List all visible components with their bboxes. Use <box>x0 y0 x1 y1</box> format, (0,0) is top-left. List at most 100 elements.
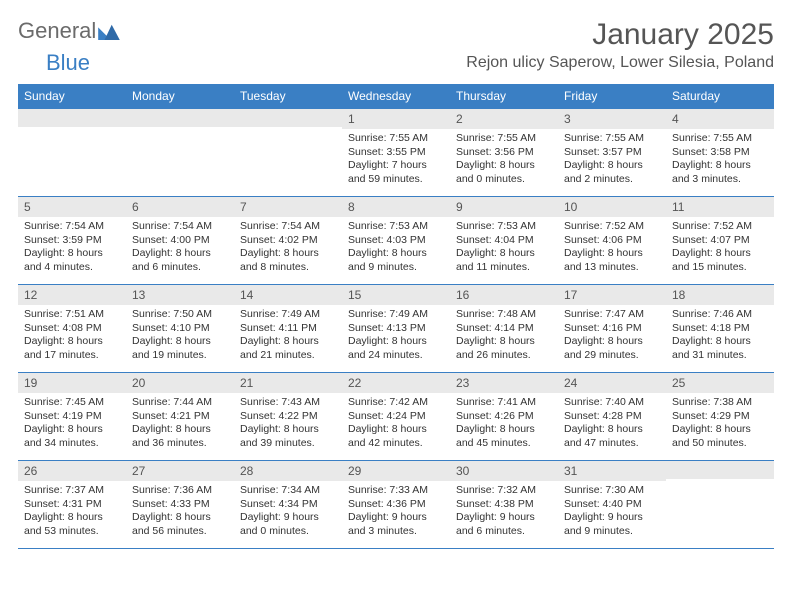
calendar-day-cell: 7Sunrise: 7:54 AMSunset: 4:02 PMDaylight… <box>234 197 342 285</box>
weekday-header: Wednesday <box>342 84 450 109</box>
daylight-text: Daylight: 8 hours and 0 minutes. <box>456 159 552 186</box>
sunset-text: Sunset: 4:13 PM <box>348 322 444 336</box>
sunrise-text: Sunrise: 7:55 AM <box>564 132 660 146</box>
day-details: Sunrise: 7:38 AMSunset: 4:29 PMDaylight:… <box>666 393 774 455</box>
calendar-week-row: 5Sunrise: 7:54 AMSunset: 3:59 PMDaylight… <box>18 197 774 285</box>
sunrise-text: Sunrise: 7:52 AM <box>564 220 660 234</box>
daylight-text: Daylight: 8 hours and 29 minutes. <box>564 335 660 362</box>
weekday-header: Friday <box>558 84 666 109</box>
sunrise-text: Sunrise: 7:34 AM <box>240 484 336 498</box>
day-details: Sunrise: 7:37 AMSunset: 4:31 PMDaylight:… <box>18 481 126 543</box>
daylight-text: Daylight: 8 hours and 45 minutes. <box>456 423 552 450</box>
day-details: Sunrise: 7:34 AMSunset: 4:34 PMDaylight:… <box>234 481 342 543</box>
calendar-week-row: 12Sunrise: 7:51 AMSunset: 4:08 PMDayligh… <box>18 285 774 373</box>
daylight-text: Daylight: 8 hours and 8 minutes. <box>240 247 336 274</box>
day-number <box>666 461 774 479</box>
calendar-day-cell: 11Sunrise: 7:52 AMSunset: 4:07 PMDayligh… <box>666 197 774 285</box>
sunrise-text: Sunrise: 7:30 AM <box>564 484 660 498</box>
day-number: 13 <box>126 285 234 305</box>
calendar-day-cell: 14Sunrise: 7:49 AMSunset: 4:11 PMDayligh… <box>234 285 342 373</box>
sunrise-text: Sunrise: 7:53 AM <box>348 220 444 234</box>
logo-triangle-icon <box>98 22 120 40</box>
weekday-header: Monday <box>126 84 234 109</box>
day-details: Sunrise: 7:53 AMSunset: 4:03 PMDaylight:… <box>342 217 450 279</box>
calendar-day-cell: 3Sunrise: 7:55 AMSunset: 3:57 PMDaylight… <box>558 109 666 197</box>
weekday-header: Sunday <box>18 84 126 109</box>
day-number <box>126 109 234 127</box>
calendar-day-cell <box>234 109 342 197</box>
day-details: Sunrise: 7:48 AMSunset: 4:14 PMDaylight:… <box>450 305 558 367</box>
calendar-day-cell: 26Sunrise: 7:37 AMSunset: 4:31 PMDayligh… <box>18 461 126 549</box>
day-number: 8 <box>342 197 450 217</box>
sunset-text: Sunset: 3:58 PM <box>672 146 768 160</box>
sunrise-text: Sunrise: 7:37 AM <box>24 484 120 498</box>
day-details: Sunrise: 7:44 AMSunset: 4:21 PMDaylight:… <box>126 393 234 455</box>
day-details: Sunrise: 7:30 AMSunset: 4:40 PMDaylight:… <box>558 481 666 543</box>
day-number <box>18 109 126 127</box>
daylight-text: Daylight: 8 hours and 24 minutes. <box>348 335 444 362</box>
calendar-day-cell: 28Sunrise: 7:34 AMSunset: 4:34 PMDayligh… <box>234 461 342 549</box>
sunset-text: Sunset: 4:34 PM <box>240 498 336 512</box>
calendar-day-cell: 10Sunrise: 7:52 AMSunset: 4:06 PMDayligh… <box>558 197 666 285</box>
sunrise-text: Sunrise: 7:42 AM <box>348 396 444 410</box>
sunset-text: Sunset: 4:02 PM <box>240 234 336 248</box>
sunset-text: Sunset: 4:40 PM <box>564 498 660 512</box>
calendar-day-cell: 5Sunrise: 7:54 AMSunset: 3:59 PMDaylight… <box>18 197 126 285</box>
sunset-text: Sunset: 4:31 PM <box>24 498 120 512</box>
day-details: Sunrise: 7:42 AMSunset: 4:24 PMDaylight:… <box>342 393 450 455</box>
sunrise-text: Sunrise: 7:54 AM <box>240 220 336 234</box>
sunrise-text: Sunrise: 7:49 AM <box>240 308 336 322</box>
day-number: 3 <box>558 109 666 129</box>
sunset-text: Sunset: 4:03 PM <box>348 234 444 248</box>
calendar-day-cell: 21Sunrise: 7:43 AMSunset: 4:22 PMDayligh… <box>234 373 342 461</box>
month-title: January 2025 <box>466 18 774 52</box>
day-details: Sunrise: 7:54 AMSunset: 3:59 PMDaylight:… <box>18 217 126 279</box>
daylight-text: Daylight: 8 hours and 17 minutes. <box>24 335 120 362</box>
day-number <box>234 109 342 127</box>
sunset-text: Sunset: 3:56 PM <box>456 146 552 160</box>
calendar-day-cell: 16Sunrise: 7:48 AMSunset: 4:14 PMDayligh… <box>450 285 558 373</box>
daylight-text: Daylight: 8 hours and 9 minutes. <box>348 247 444 274</box>
sunrise-text: Sunrise: 7:47 AM <box>564 308 660 322</box>
sunrise-text: Sunrise: 7:55 AM <box>672 132 768 146</box>
day-number: 1 <box>342 109 450 129</box>
day-details: Sunrise: 7:54 AMSunset: 4:00 PMDaylight:… <box>126 217 234 279</box>
day-details: Sunrise: 7:50 AMSunset: 4:10 PMDaylight:… <box>126 305 234 367</box>
logo-text-blue: Blue <box>46 50 90 76</box>
calendar-day-cell: 13Sunrise: 7:50 AMSunset: 4:10 PMDayligh… <box>126 285 234 373</box>
calendar-week-row: 19Sunrise: 7:45 AMSunset: 4:19 PMDayligh… <box>18 373 774 461</box>
day-number: 11 <box>666 197 774 217</box>
weekday-header: Tuesday <box>234 84 342 109</box>
daylight-text: Daylight: 9 hours and 6 minutes. <box>456 511 552 538</box>
sunrise-text: Sunrise: 7:50 AM <box>132 308 228 322</box>
calendar-week-row: 1Sunrise: 7:55 AMSunset: 3:55 PMDaylight… <box>18 109 774 197</box>
daylight-text: Daylight: 7 hours and 59 minutes. <box>348 159 444 186</box>
calendar-table: Sunday Monday Tuesday Wednesday Thursday… <box>18 84 774 549</box>
calendar-day-cell <box>18 109 126 197</box>
sunset-text: Sunset: 4:08 PM <box>24 322 120 336</box>
calendar-day-cell: 2Sunrise: 7:55 AMSunset: 3:56 PMDaylight… <box>450 109 558 197</box>
sunrise-text: Sunrise: 7:52 AM <box>672 220 768 234</box>
day-number: 20 <box>126 373 234 393</box>
sunrise-text: Sunrise: 7:49 AM <box>348 308 444 322</box>
sunset-text: Sunset: 4:21 PM <box>132 410 228 424</box>
daylight-text: Daylight: 8 hours and 56 minutes. <box>132 511 228 538</box>
calendar-day-cell: 24Sunrise: 7:40 AMSunset: 4:28 PMDayligh… <box>558 373 666 461</box>
sunrise-text: Sunrise: 7:41 AM <box>456 396 552 410</box>
calendar-day-cell: 23Sunrise: 7:41 AMSunset: 4:26 PMDayligh… <box>450 373 558 461</box>
day-details: Sunrise: 7:51 AMSunset: 4:08 PMDaylight:… <box>18 305 126 367</box>
day-number: 14 <box>234 285 342 305</box>
sunrise-text: Sunrise: 7:51 AM <box>24 308 120 322</box>
daylight-text: Daylight: 8 hours and 36 minutes. <box>132 423 228 450</box>
daylight-text: Daylight: 8 hours and 53 minutes. <box>24 511 120 538</box>
day-details: Sunrise: 7:54 AMSunset: 4:02 PMDaylight:… <box>234 217 342 279</box>
day-details: Sunrise: 7:55 AMSunset: 3:55 PMDaylight:… <box>342 129 450 191</box>
sunrise-text: Sunrise: 7:43 AM <box>240 396 336 410</box>
daylight-text: Daylight: 9 hours and 9 minutes. <box>564 511 660 538</box>
sunrise-text: Sunrise: 7:33 AM <box>348 484 444 498</box>
daylight-text: Daylight: 8 hours and 39 minutes. <box>240 423 336 450</box>
day-details: Sunrise: 7:45 AMSunset: 4:19 PMDaylight:… <box>18 393 126 455</box>
daylight-text: Daylight: 8 hours and 50 minutes. <box>672 423 768 450</box>
sunset-text: Sunset: 3:57 PM <box>564 146 660 160</box>
day-number: 22 <box>342 373 450 393</box>
